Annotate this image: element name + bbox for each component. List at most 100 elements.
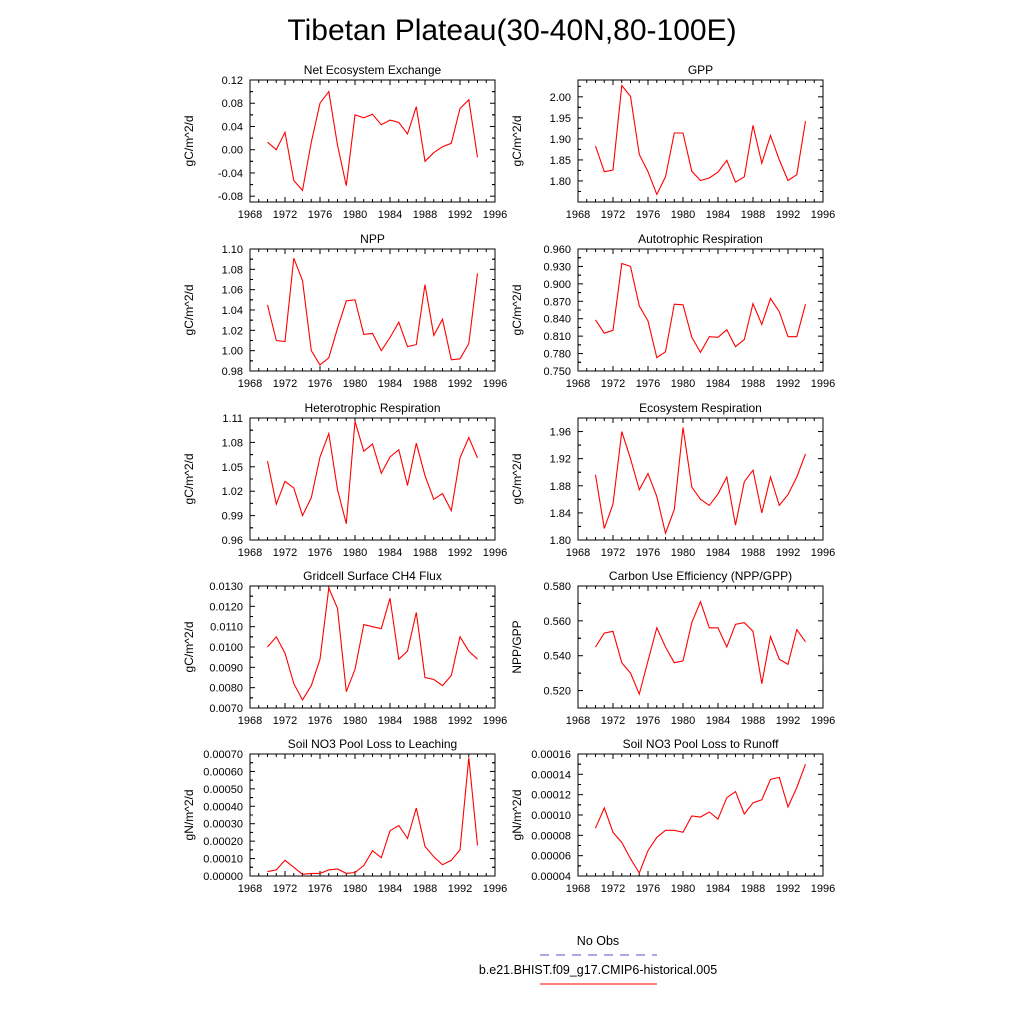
- y-tick-label: 1.80: [550, 535, 571, 547]
- y-tick-label: 0.96: [222, 535, 243, 547]
- y-tick-label: 1.88: [550, 481, 571, 493]
- legend-label-model: b.e21.BHIST.f09_g17.CMIP6-historical.005: [479, 963, 717, 977]
- y-tick-label: 1.02: [222, 486, 243, 498]
- y-tick-label: 1.10: [222, 244, 243, 256]
- y-axis-label: gC/m^2/d: [510, 285, 524, 336]
- y-tick-label: 1.02: [222, 325, 243, 337]
- x-tick-label: 1984: [378, 378, 402, 390]
- x-tick-label: 1992: [448, 883, 472, 895]
- y-tick-label: 0.0080: [209, 683, 243, 695]
- x-tick-label: 1988: [413, 715, 437, 727]
- x-tick-label: 1980: [343, 547, 367, 559]
- y-tick-label: 0.00010: [203, 854, 243, 866]
- y-tick-label: 0.00060: [203, 766, 243, 778]
- y-tick-label: 1.00: [222, 346, 243, 358]
- y-tick-label: 0.0070: [209, 703, 243, 715]
- y-axis-label: gC/m^2/d: [510, 116, 524, 167]
- y-tick-label: 0.810: [543, 331, 571, 343]
- legend: No Obs b.e21.BHIST.f09_g17.CMIP6-histori…: [479, 934, 717, 985]
- panel-7: Carbon Use Efficiency (NPP/GPP) NPP/GPP 19…: [510, 569, 835, 727]
- plot-frame: [249, 753, 496, 877]
- y-tick-label: 1.90: [550, 134, 571, 146]
- x-tick-label: 1968: [238, 378, 262, 390]
- x-tick-label: 1972: [273, 883, 297, 895]
- x-tick-label: 1972: [601, 883, 625, 895]
- x-tick-label: 1984: [378, 883, 402, 895]
- y-tick-label: 0.08: [222, 98, 243, 110]
- y-axis-label: gN/m^2/d: [182, 790, 196, 841]
- x-tick-label: 1988: [413, 209, 437, 221]
- x-tick-label: 1976: [636, 209, 660, 221]
- x-tick-label: 1976: [636, 715, 660, 727]
- y-tick-label: 0.960: [543, 244, 571, 256]
- x-tick-label: 1968: [238, 547, 262, 559]
- y-tick-label: 1.08: [222, 437, 243, 449]
- x-tick-label: 1988: [741, 209, 765, 221]
- series-line: [267, 90, 479, 192]
- panel-6: Gridcell Surface CH4 Flux gC/m^2/d 1968 197…: [182, 569, 507, 727]
- y-axis-label: gC/m^2/d: [182, 285, 196, 336]
- panel-title: Autotrophic Respiration: [638, 232, 763, 246]
- plot-frame: [577, 753, 824, 877]
- y-tick-label: 0.12: [222, 75, 243, 87]
- x-tick-label: 1968: [238, 715, 262, 727]
- y-tick-label: 0.00012: [531, 790, 571, 802]
- x-tick-label: 1988: [741, 715, 765, 727]
- x-tick-label: 1976: [308, 883, 332, 895]
- x-tick-label: 1984: [378, 715, 402, 727]
- y-axis-label: gC/m^2/d: [510, 454, 524, 505]
- panel-4: Heterotrophic Respiration gC/m^2/d 1968 197…: [182, 401, 507, 559]
- x-tick-label: 1968: [566, 547, 590, 559]
- x-tick-label: 1980: [671, 378, 695, 390]
- y-tick-label: 0.00014: [531, 769, 571, 781]
- x-tick-label: 1972: [601, 378, 625, 390]
- x-tick-label: 1980: [671, 883, 695, 895]
- y-tick-label: 0.870: [543, 296, 571, 308]
- y-tick-label: 0.0090: [209, 662, 243, 674]
- panels-grid: Net Ecosystem Exchange gC/m^2/d 1968 1972 19…: [182, 63, 835, 895]
- x-tick-label: 1988: [741, 883, 765, 895]
- y-tick-label: 2.00: [550, 92, 571, 104]
- y-tick-label: 0.750: [543, 366, 571, 378]
- x-tick-label: 1996: [483, 883, 507, 895]
- x-tick-label: 1984: [378, 547, 402, 559]
- y-tick-label: 1.06: [222, 285, 243, 297]
- x-tick-label: 1980: [343, 209, 367, 221]
- y-axis-label: NPP/GPP: [510, 620, 524, 673]
- panel-5: Ecosystem Respiration gC/m^2/d 1968 1972 197…: [510, 401, 835, 559]
- x-tick-label: 1996: [483, 378, 507, 390]
- x-tick-label: 1996: [811, 547, 835, 559]
- y-tick-label: 0.520: [543, 686, 571, 698]
- plot-frame: [577, 417, 824, 541]
- y-tick-label: 0.0100: [209, 642, 243, 654]
- y-tick-label: 1.85: [550, 155, 571, 167]
- x-tick-label: 1968: [566, 715, 590, 727]
- x-tick-label: 1996: [483, 209, 507, 221]
- x-tick-label: 1992: [776, 209, 800, 221]
- panel-2: NPP gC/m^2/d 1968 1972 1976 1980 1984 1988 1992 1…: [182, 232, 507, 390]
- x-tick-label: 1972: [273, 209, 297, 221]
- panel-title: NPP: [360, 232, 385, 246]
- y-tick-label: 1.80: [550, 176, 571, 188]
- y-tick-label: 0.930: [543, 261, 571, 273]
- series-line: [594, 84, 807, 196]
- y-tick-label: 0.00016: [531, 749, 571, 761]
- x-tick-label: 1992: [448, 715, 472, 727]
- x-tick-label: 1976: [308, 378, 332, 390]
- y-axis-label: gC/m^2/d: [182, 116, 196, 167]
- y-tick-label: 0.560: [543, 616, 571, 628]
- panel-title: Carbon Use Efficiency (NPP/GPP): [609, 569, 792, 583]
- x-tick-label: 1992: [776, 378, 800, 390]
- x-tick-label: 1988: [413, 378, 437, 390]
- panel-title: Soil NO3 Pool Loss to Runoff: [623, 737, 780, 751]
- x-tick-label: 1972: [273, 378, 297, 390]
- panel-title: Soil NO3 Pool Loss to Leaching: [288, 737, 457, 751]
- y-tick-label: 0.98: [222, 366, 243, 378]
- y-tick-label: -0.04: [218, 168, 243, 180]
- x-tick-label: 1984: [706, 209, 730, 221]
- panel-8: Soil NO3 Pool Loss to Leaching gN/m^2/d 19…: [182, 737, 507, 895]
- x-tick-label: 1972: [273, 715, 297, 727]
- x-tick-label: 1992: [448, 547, 472, 559]
- y-tick-label: 1.84: [550, 508, 571, 520]
- y-tick-label: 1.04: [222, 305, 243, 317]
